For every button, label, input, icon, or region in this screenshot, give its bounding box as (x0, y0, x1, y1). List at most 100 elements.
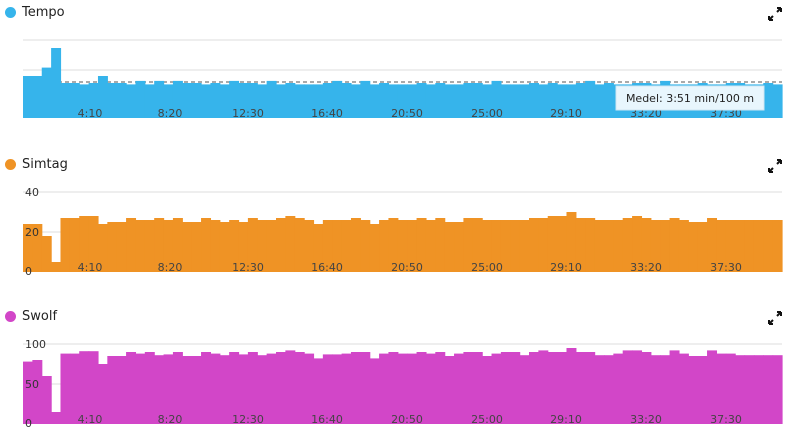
tempo-bar (491, 80, 502, 118)
simtag-bar (547, 216, 558, 272)
swolf-bar (51, 412, 62, 424)
swolf-y-labels: 100 50 0 (25, 338, 46, 430)
swolf-bar (88, 351, 99, 424)
simtag-x-tick: 29:10 (550, 261, 582, 274)
swolf-x-tick: 8:20 (158, 413, 183, 426)
swolf-panel: Swolf 100 50 0 4:10 8:20 12:30 16:40 20:50 25:0… (0, 302, 795, 432)
tempo-bar (425, 84, 436, 118)
tempo-bar (229, 80, 240, 118)
tempo-bar (538, 84, 549, 118)
tempo-bar (266, 80, 277, 118)
swolf-bar (163, 354, 174, 424)
simtag-bar (763, 220, 774, 272)
simtag-bar (172, 218, 183, 272)
expand-icon[interactable] (768, 7, 782, 21)
swolf-x-tick: 20:50 (391, 413, 423, 426)
swolf-bar (753, 355, 764, 424)
simtag-bar (669, 218, 680, 272)
simtag-bar (435, 218, 446, 272)
swolf-bar (632, 350, 643, 424)
simtag-title: Simtag (22, 157, 68, 172)
swolf-bar (585, 352, 596, 424)
swolf-bar (332, 354, 343, 424)
simtag-bar (79, 216, 90, 272)
swolf-bar (201, 352, 212, 424)
tempo-bar (454, 84, 465, 118)
swolf-x-tick: 16:40 (311, 413, 343, 426)
tempo-bar (350, 84, 361, 118)
swolf-bar (285, 350, 296, 424)
swolf-bar (407, 353, 418, 424)
tempo-average-box (615, 85, 765, 111)
swolf-bar (107, 356, 118, 424)
swolf-bar (716, 353, 727, 424)
swolf-y-label: 100 (25, 338, 46, 351)
simtag-bar (735, 220, 746, 272)
swolf-bar (397, 353, 408, 424)
swolf-chart: 100 50 0 4:10 8:20 12:30 16:40 20:50 25:00 29:10… (23, 338, 783, 430)
swolf-bar (772, 355, 783, 424)
simtag-bar (397, 220, 408, 272)
simtag-bar (23, 224, 33, 272)
tempo-bar (201, 84, 212, 118)
tempo-bar (594, 84, 605, 118)
swolf-bar (678, 353, 689, 424)
simtag-bar (557, 216, 568, 272)
swolf-bar (172, 352, 183, 424)
simtag-bar (304, 220, 315, 272)
simtag-x-ticks: 4:10 8:20 12:30 16:40 20:50 25:00 29:10 33:20 37… (78, 261, 742, 274)
simtag-bar (425, 220, 436, 272)
swolf-bar (182, 356, 193, 424)
swolf-x-tick: 33:20 (630, 413, 662, 426)
tempo-bar (163, 84, 174, 118)
simtag-bar (529, 218, 539, 272)
expand-icon[interactable] (768, 311, 782, 325)
swolf-bar (379, 353, 390, 424)
simtag-x-tick: 33:20 (630, 261, 662, 274)
swolf-bar (763, 355, 774, 424)
swolf-bar (444, 356, 455, 424)
tempo-bar (88, 83, 99, 118)
tempo-bar (388, 84, 399, 118)
tempo-bar (247, 83, 258, 118)
tempo-bar (79, 84, 90, 118)
expand-icon[interactable] (768, 159, 782, 173)
swolf-bar (735, 355, 746, 424)
simtag-bar (566, 212, 577, 272)
simtag-bar (491, 220, 502, 272)
simtag-bar (500, 220, 511, 272)
tempo-x-tick: 29:10 (550, 107, 582, 120)
simtag-bar (276, 218, 286, 272)
tempo-x-tick: 25:00 (471, 107, 503, 120)
simtag-bar (332, 220, 343, 272)
simtag-x-tick: 37:30 (710, 261, 742, 274)
simtag-bar (678, 220, 689, 272)
simtag-legend-dot (5, 159, 16, 170)
tempo-bar (463, 83, 474, 118)
swolf-title: Swolf (22, 309, 58, 324)
simtag-bar (416, 218, 427, 272)
tempo-bar (472, 83, 483, 118)
swolf-bar (566, 348, 577, 424)
swolf-bar (688, 356, 699, 424)
swolf-x-tick: 37:30 (710, 413, 742, 426)
simtag-y-label: 20 (25, 226, 39, 239)
tempo-bar (510, 84, 521, 118)
simtag-bars (23, 212, 783, 272)
simtag-x-tick: 25:00 (471, 261, 503, 274)
tempo-bar (257, 84, 268, 118)
swolf-bar (707, 350, 718, 424)
simtag-bar (69, 218, 80, 272)
swolf-x-tick: 4:10 (78, 413, 103, 426)
simtag-bar (650, 220, 661, 272)
swolf-bar (97, 364, 108, 424)
swolf-bar (32, 360, 43, 424)
tempo-legend-dot (5, 7, 16, 18)
swolf-bar (388, 352, 399, 424)
simtag-bar (41, 236, 52, 272)
simtag-bar (463, 218, 474, 272)
tempo-bar (32, 76, 43, 118)
tempo-bar (276, 84, 286, 118)
simtag-bar (219, 222, 230, 272)
simtag-y-label: 40 (25, 186, 39, 199)
